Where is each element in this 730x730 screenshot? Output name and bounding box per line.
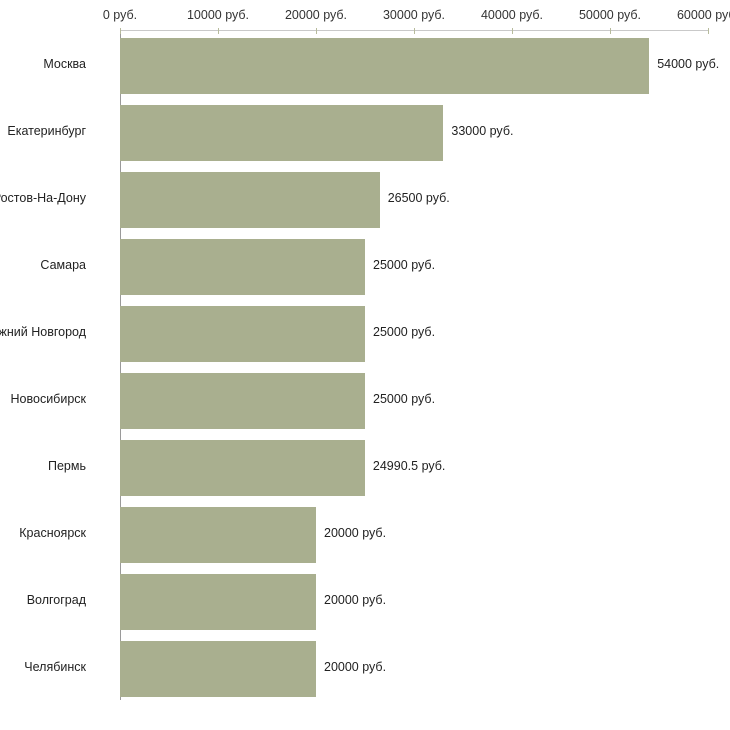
x-axis-tick-mark-5 [610, 28, 611, 34]
bar-пермь[interactable] [120, 440, 365, 496]
bar-row: Красноярск 20000 руб. [0, 505, 730, 572]
bar-нижний-новгород[interactable] [120, 306, 365, 362]
bar-новосибирск[interactable] [120, 373, 365, 429]
plot-area: Москва 54000 руб. Екатеринбург 33000 руб. Ро… [0, 36, 730, 726]
x-axis-tick-label-2: 20000 руб. [285, 8, 347, 22]
value-label-1: 33000 руб. [443, 103, 513, 159]
x-axis-tick-label-1: 10000 руб. [187, 8, 249, 22]
bar-самара[interactable] [120, 239, 365, 295]
bar-челябинск[interactable] [120, 641, 316, 697]
x-axis-tick-label-6: 60000 руб. [677, 8, 730, 22]
bar-row: Нижний Новгород 25000 руб. [0, 304, 730, 371]
category-label-0: Москва [0, 36, 92, 92]
bar-row: Волгоград 20000 руб. [0, 572, 730, 639]
x-axis-tick-label-4: 40000 руб. [481, 8, 543, 22]
value-label-3: 25000 руб. [365, 237, 435, 293]
bar-row: Челябинск 20000 руб. [0, 639, 730, 706]
bar-row: Москва 54000 руб. [0, 36, 730, 103]
value-label-9: 20000 руб. [316, 639, 386, 695]
x-axis-tick-label-3: 30000 руб. [383, 8, 445, 22]
category-label-6: Пермь [0, 438, 92, 494]
category-label-3: Самара [0, 237, 92, 293]
bar-москва[interactable] [120, 38, 649, 94]
category-label-8: Волгоград [0, 572, 92, 628]
x-axis-tick-label-5: 50000 руб. [579, 8, 641, 22]
category-label-4: Нижний Новгород [0, 304, 92, 360]
bar-chart-container: 0 руб. 10000 руб. 20000 руб. 30000 руб. 4000… [0, 0, 730, 730]
category-label-1: Екатеринбург [0, 103, 92, 159]
x-axis-tick-mark-4 [512, 28, 513, 34]
x-axis-tick-mark-1 [218, 28, 219, 34]
x-axis-tick-label-0: 0 руб. [103, 8, 137, 22]
category-label-2: Ростов-На-Дону [0, 170, 92, 226]
value-label-8: 20000 руб. [316, 572, 386, 628]
x-axis-tick-mark-2 [316, 28, 317, 34]
bar-ростов-на-дону[interactable] [120, 172, 380, 228]
bar-екатеринбург[interactable] [120, 105, 443, 161]
bar-row: Екатеринбург 33000 руб. [0, 103, 730, 170]
value-label-0: 54000 руб. [649, 36, 719, 92]
value-label-2: 26500 руб. [380, 170, 450, 226]
x-axis-tick-mark-3 [414, 28, 415, 34]
bar-волгоград[interactable] [120, 574, 316, 630]
bar-row: Новосибирск 25000 руб. [0, 371, 730, 438]
bar-row: Пермь 24990.5 руб. [0, 438, 730, 505]
category-label-5: Новосибирск [0, 371, 92, 427]
value-label-7: 20000 руб. [316, 505, 386, 561]
bar-красноярск[interactable] [120, 507, 316, 563]
x-axis-tick-mark-0 [120, 28, 121, 34]
x-axis-tick-mark-6 [708, 28, 709, 34]
bar-row: Самара 25000 руб. [0, 237, 730, 304]
category-label-9: Челябинск [0, 639, 92, 695]
x-axis-labels: 0 руб. 10000 руб. 20000 руб. 30000 руб. 4000… [0, 8, 730, 28]
value-label-5: 25000 руб. [365, 371, 435, 427]
value-label-6: 24990.5 руб. [365, 438, 446, 494]
bar-row: Ростов-На-Дону 26500 руб. [0, 170, 730, 237]
category-label-7: Красноярск [0, 505, 92, 561]
value-label-4: 25000 руб. [365, 304, 435, 360]
